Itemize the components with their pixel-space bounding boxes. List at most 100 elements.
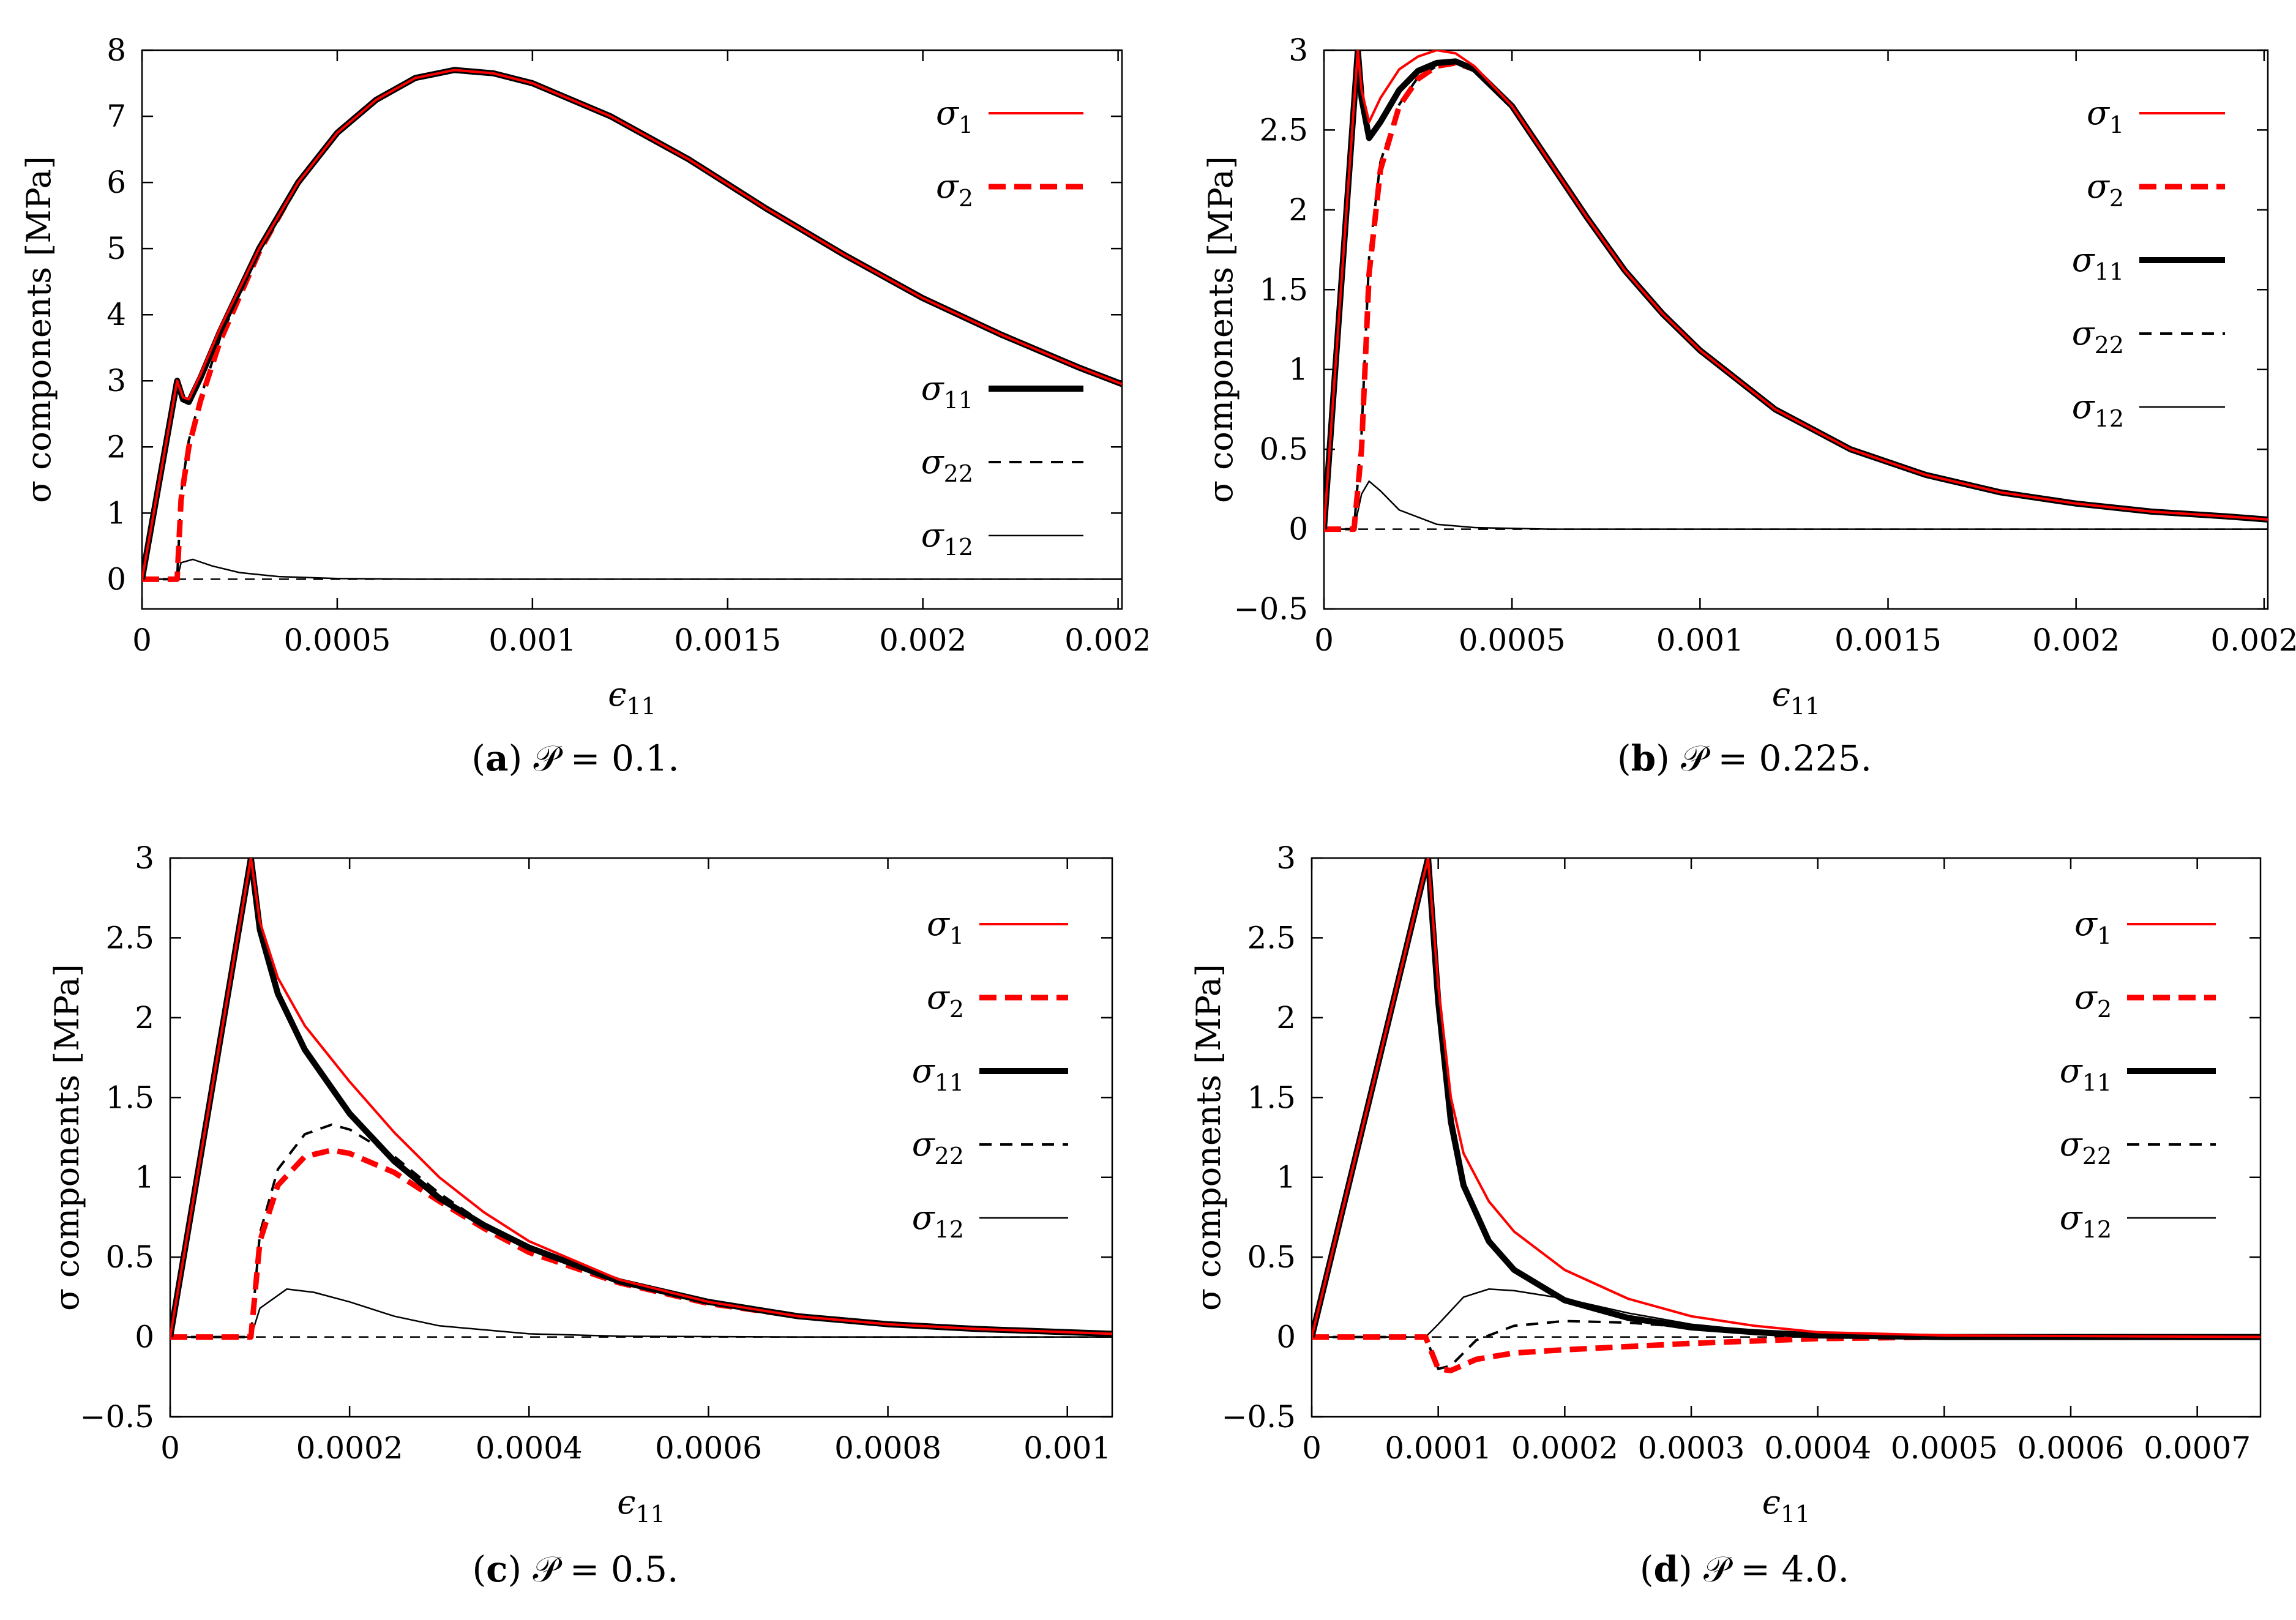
legend-label: σ11 [921,369,973,414]
y-tick-label: 5 [107,231,126,266]
panel-a: 0 0.0005 0.001 0.0015 0.002 0.0025 0 1 2 3 4 5 6 7 8 ϵ1… [0,0,1148,759]
x-tick-label: 0.0004 [476,1430,583,1466]
y-tick-label: 0.5 [105,1239,154,1275]
legend-label: σ1 [936,94,973,138]
y-tick-label: 2.5 [1247,920,1296,955]
plot-frame [1311,857,2262,1418]
legend-entry-s22: σ22 [2060,1125,2216,1170]
y-tick-label: −0.5 [1222,1399,1296,1435]
y-tick-label: 1 [1288,352,1308,387]
x-tick-label: 0.0005 [1459,622,1566,658]
legend-entry-s22: σ22 [912,1125,1068,1170]
x-tick-label: 0.0005 [1891,1430,1998,1466]
x-tick-label: 0.0025 [2210,622,2296,658]
y-tick-label: 0 [135,1320,154,1355]
x-tick-label: 0 [1314,622,1334,658]
x-tick-label: 0.0002 [1511,1430,1618,1466]
x-tick-label: 0.0025 [1064,622,1148,658]
legend-label: σ2 [2087,167,2124,212]
legend-label: σ22 [2060,1125,2112,1170]
x-tick-label: 0 [160,1430,180,1466]
legend-label: σ2 [2074,978,2112,1023]
y-tick-label: 1.5 [1259,272,1308,307]
legend-label: σ22 [921,442,973,487]
legend-entry-s1: σ1 [936,94,1083,138]
series-line-s1 [1312,858,2260,1338]
legend-label: σ11 [2060,1051,2112,1096]
y-axis-label: σ components [MPa] [1189,964,1228,1311]
legend-label: σ12 [2072,387,2124,432]
series-line-s12 [142,558,1122,580]
x-tick-label: 0.0015 [1834,622,1942,658]
caption-b: (b) 𝒫 = 0.225. [1617,737,1872,779]
x-tick-label: 0.0003 [1638,1430,1745,1466]
y-tick-label: 0.5 [1247,1239,1296,1275]
y-tick-label: 0 [107,561,126,597]
series-line-s12 [1324,480,2268,530]
legend-entry-s2: σ2 [2074,978,2216,1023]
legend-label: σ2 [936,167,973,212]
legend-entry-s11: σ11 [921,369,1083,414]
x-tick-label: 0 [132,622,152,658]
legend-label: σ1 [2074,905,2112,949]
x-tick-label: 0.002 [879,622,967,658]
y-tick-label: 2 [135,1000,154,1036]
legend-entry-s1: σ1 [927,905,1068,949]
y-tick-label: 3 [107,363,126,398]
x-tick-label: 0.0006 [2017,1430,2125,1466]
legend-label: σ12 [912,1198,964,1243]
plot-frame [141,49,1123,610]
chart-c: 0 0.0002 0.0004 0.0006 0.0008 0.001−0.500.511… [48,840,1113,1528]
y-tick-label: 1 [1276,1160,1296,1195]
series-line-s22 [1324,61,2268,531]
y-tick-label: 8 [107,32,126,68]
x-tick-label: 0.002 [2032,622,2120,658]
legend-label: σ12 [2060,1198,2112,1243]
series-line-s1 [1324,50,2268,529]
legend-entry-s1: σ1 [2087,94,2225,138]
x-tick-label: 0.001 [1656,622,1744,658]
x-tick-label: 0.0001 [1385,1430,1492,1466]
legend-entry-s12: σ12 [912,1198,1068,1243]
legend-entry-s12: σ12 [921,516,1083,561]
chart-b: 00.00050.0010.00150.0020.0025−0.500.511.… [1202,32,2296,720]
caption-a: (a) 𝒫 = 0.1. [471,737,679,779]
y-axis-label: σ components [MPa] [48,964,86,1311]
series-line-s11 [170,858,1112,1338]
series-line-s2 [1312,1334,2260,1373]
x-tick-label: 0.0004 [1764,1430,1871,1466]
series-line-s2 [170,1147,1112,1340]
y-tick-label: 0 [1288,512,1308,547]
y-tick-label: 1.5 [1247,1080,1296,1115]
caption-d: (d) 𝒫 = 4.0. [1639,1548,1850,1590]
x-tick-label: 0 [1302,1430,1322,1466]
x-tick-label: 0.0007 [2144,1430,2251,1466]
y-tick-label: −0.5 [80,1399,154,1435]
y-tick-label: 2.5 [105,920,154,955]
plot-frame [1323,49,2269,610]
y-tick-label: −0.5 [1234,591,1308,627]
x-axis-label: ϵ11 [608,675,656,720]
y-tick-label: 3 [1276,840,1296,876]
chart-d: 0 0.0001 0.0002 0.0003 0.0004 0.0005 0.0006 0.0… [1189,840,2262,1528]
y-axis-label: σ components [MPa] [1202,156,1240,503]
x-tick-label: 0.0002 [296,1430,403,1466]
legend-entry-s2: σ2 [936,167,1083,212]
legend-label: σ2 [927,978,964,1023]
legend-label: σ11 [2072,241,2124,285]
y-axis-label: σ components [MPa] [20,156,58,503]
legend-entry-s22: σ22 [2072,314,2225,359]
x-axis-label: ϵ11 [1772,675,1820,720]
caption-c: (c) 𝒫 = 0.5. [472,1548,679,1590]
y-tick-label: 3 [135,840,154,876]
x-axis-label: ϵ11 [1762,1483,1811,1528]
y-tick-label: 3 [1288,32,1308,68]
series-line-s2 [1324,60,2268,532]
series-line-s22 [170,1123,1112,1338]
y-tick-label: 0 [1276,1320,1296,1355]
series-line-s1 [170,858,1112,1337]
x-tick-label: 0.0015 [674,622,781,658]
y-tick-label: 4 [107,297,126,332]
y-tick-label: 1.5 [105,1080,154,1115]
y-tick-label: 7 [107,99,126,134]
